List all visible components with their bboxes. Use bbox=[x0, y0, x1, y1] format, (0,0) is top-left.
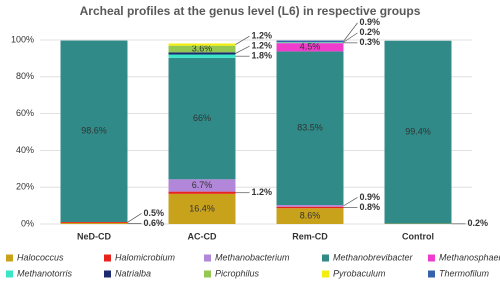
legend-swatch bbox=[428, 270, 435, 278]
data-label: 1.2% bbox=[251, 187, 272, 197]
bar-segment bbox=[168, 45, 236, 53]
bar-segment bbox=[384, 40, 452, 224]
bar-segment bbox=[168, 43, 236, 46]
y-tick-label: 0% bbox=[21, 218, 34, 228]
legend-label: Methanobacterium bbox=[215, 252, 290, 262]
bar-segment bbox=[168, 52, 236, 55]
y-tick-label: 80% bbox=[16, 71, 34, 81]
y-tick-label: 40% bbox=[16, 145, 34, 155]
bar-segment bbox=[276, 40, 344, 43]
legend-swatch bbox=[204, 254, 211, 262]
legend-swatch bbox=[428, 254, 435, 262]
data-label: 8.6% bbox=[300, 210, 321, 220]
data-label: 0.8% bbox=[359, 202, 380, 212]
legend-label: Methanosphaera bbox=[439, 252, 500, 262]
bar-segment bbox=[276, 51, 344, 206]
legend-label: Halomicrobium bbox=[115, 252, 176, 262]
data-label: 4.5% bbox=[300, 42, 321, 52]
x-tick-label: AC-CD bbox=[188, 231, 217, 241]
leader-line bbox=[235, 35, 250, 45]
bar-segment bbox=[276, 206, 344, 209]
legend-label: Thermofilum bbox=[439, 268, 490, 278]
bar-segment bbox=[276, 205, 344, 207]
data-label: 0.9% bbox=[359, 17, 380, 27]
data-label: 16.4% bbox=[189, 203, 215, 213]
data-label: 1.2% bbox=[251, 31, 272, 41]
leader-line bbox=[343, 32, 358, 43]
data-label: 99.4% bbox=[405, 127, 431, 137]
legend-swatch bbox=[104, 270, 111, 278]
legend-label: Methanobrevibacter bbox=[333, 252, 414, 262]
bar-segment bbox=[168, 57, 236, 180]
data-label: 83.5% bbox=[297, 123, 323, 133]
bar-segment bbox=[60, 222, 128, 224]
chart-title: Archeal profiles at the genus level (L6)… bbox=[80, 4, 421, 18]
legend-swatch bbox=[322, 270, 329, 278]
leader-line bbox=[343, 22, 358, 42]
data-label: 98.6% bbox=[81, 126, 107, 136]
data-label: 1.2% bbox=[251, 41, 272, 51]
legend-label: Methanotorris bbox=[17, 268, 73, 278]
data-label: 0.5% bbox=[143, 208, 164, 218]
legend-swatch bbox=[6, 254, 13, 262]
bar-segment bbox=[60, 40, 128, 222]
data-label: 0.2% bbox=[359, 27, 380, 37]
data-label: 0.6% bbox=[143, 218, 164, 228]
y-tick-label: 20% bbox=[16, 182, 34, 192]
data-label: 0.2% bbox=[467, 218, 488, 228]
x-tick-label: Control bbox=[402, 231, 434, 241]
data-label: 3.6% bbox=[192, 43, 213, 53]
bar-segment bbox=[168, 179, 236, 192]
leader-line bbox=[235, 45, 250, 54]
y-tick-label: 60% bbox=[16, 108, 34, 118]
legend-label: Natrialba bbox=[115, 268, 151, 278]
data-label: 0.9% bbox=[359, 192, 380, 202]
y-tick-label: 100% bbox=[11, 34, 34, 44]
leader-line bbox=[343, 197, 358, 207]
data-label: 0.3% bbox=[359, 37, 380, 47]
bar-segment bbox=[276, 208, 344, 224]
x-tick-label: NeD-CD bbox=[77, 231, 112, 241]
data-label: 6.7% bbox=[192, 180, 213, 190]
bar-segment bbox=[276, 42, 344, 44]
legend-swatch bbox=[322, 254, 329, 262]
legend-swatch bbox=[104, 254, 111, 262]
data-label: 1.8% bbox=[251, 51, 272, 61]
bar-segment bbox=[276, 43, 344, 52]
bar-segment bbox=[168, 191, 236, 194]
bar-segment bbox=[60, 221, 128, 223]
legend-label: Halococcus bbox=[17, 252, 64, 262]
legend-swatch bbox=[204, 270, 211, 278]
x-tick-label: Rem-CD bbox=[292, 231, 328, 241]
legend-label: Pyrobaculum bbox=[333, 268, 386, 278]
leader-line bbox=[127, 213, 142, 223]
legend-swatch bbox=[6, 270, 13, 278]
bar-segment bbox=[168, 54, 236, 58]
bar-segment bbox=[168, 193, 236, 224]
data-label: 66% bbox=[193, 113, 211, 123]
legend-label: Picrophilus bbox=[215, 268, 260, 278]
